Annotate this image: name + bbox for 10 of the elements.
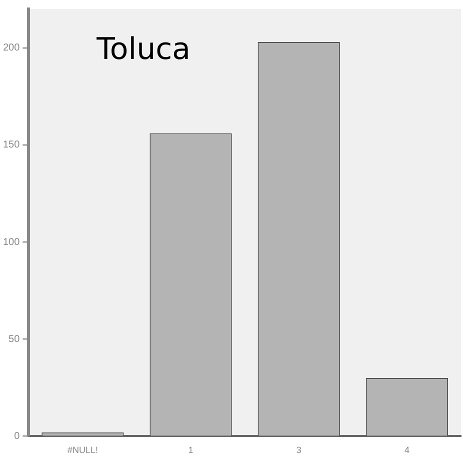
x-tick-label: 4 [404,445,410,456]
x-tick-label: #NULL! [67,445,98,456]
y-tick-label: 200 [2,42,20,54]
y-tick-label: 150 [2,140,20,151]
x-tick-label: 3 [296,445,302,456]
y-tick-label: 50 [8,334,20,345]
y-tick-label: 0 [14,430,20,442]
y-tick-label: 100 [2,236,20,248]
x-tick-label: 1 [188,445,194,456]
text: Toluca [96,32,190,67]
